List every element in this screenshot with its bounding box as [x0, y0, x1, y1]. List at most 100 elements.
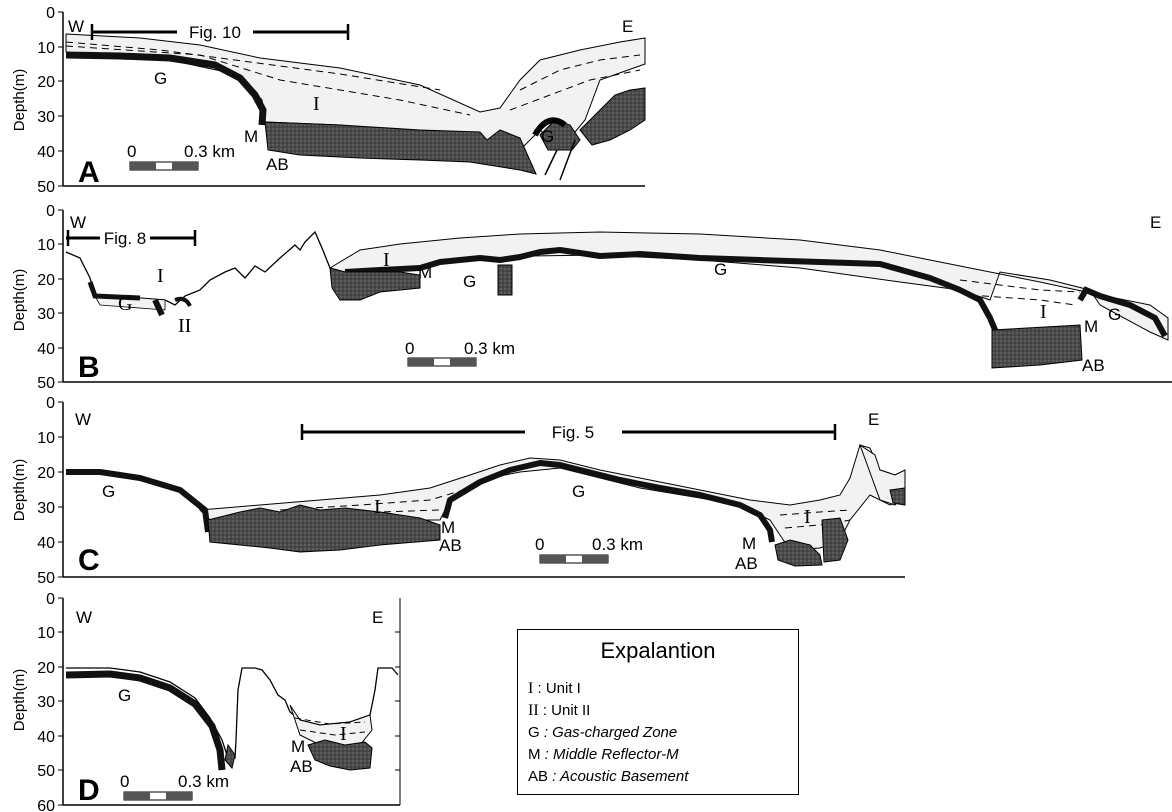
- legend-item-unit-i: I : Unit I: [528, 680, 581, 698]
- legend-text: : Gas-charged Zone: [539, 724, 678, 741]
- panel-c-fig-ref-bar: Fig. 5: [300, 423, 837, 442]
- panel-c-scale-end: 0.3 km: [592, 535, 643, 554]
- panel-c-tick-40: 40: [37, 535, 55, 552]
- panel-d-axis: 0 10 20 30 40 50 60 Depth(m): [11, 591, 401, 812]
- panel-b-scale-bar: 0 0.3 km: [405, 339, 515, 367]
- panel-d-tick-20: 20: [37, 660, 55, 677]
- panel-b-label-g2: G: [463, 272, 476, 291]
- legend-symbol: AB: [528, 768, 549, 785]
- panel-c-acoustic-basement: [207, 504, 441, 553]
- panel-b-tick-30: 30: [37, 306, 55, 323]
- panel-c-label-m2: M: [742, 534, 756, 553]
- panel-d-acoustic-basement: [307, 739, 373, 771]
- panel-c-gas-zone: [66, 469, 211, 533]
- panel-b-label-unit-i: I: [157, 265, 164, 287]
- panel-d-label-ab: AB: [290, 757, 313, 776]
- panel-c-label-g2: G: [572, 482, 585, 501]
- panel-d-west: W: [76, 608, 92, 627]
- panel-b-tick-20: 20: [37, 272, 55, 289]
- panel-b-tick-50: 50: [37, 375, 55, 392]
- panel-b-unit-i-fill: [328, 231, 1169, 341]
- panel-c-tick-10: 10: [37, 430, 55, 447]
- panel-b-west: W: [70, 213, 86, 232]
- panel-c-label-ab2: AB: [735, 554, 758, 573]
- panel-b-label-m1: M: [418, 263, 432, 282]
- panel-b-label-unit-ii: II: [178, 315, 191, 337]
- panel-a-label-m: M: [244, 127, 258, 146]
- panel-a-axis: 0 10 20 30 40 50 Depth(m): [11, 5, 645, 196]
- panel-d-label-g1: G: [118, 686, 131, 705]
- panel-d-label-unit-i: I: [340, 723, 347, 745]
- legend-item-gas: G : Gas-charged Zone: [528, 724, 677, 741]
- panel-d-tick-60: 60: [37, 798, 55, 812]
- panel-a: 0 10 20 30 40 50 Depth(m) W E Fi: [11, 5, 646, 196]
- panel-a-scale-end: 0.3 km: [184, 142, 235, 161]
- panel-c-label-m1: M: [441, 518, 455, 537]
- panel-a-west: W: [68, 17, 84, 36]
- panel-d-depth-label: Depth(m): [11, 669, 28, 732]
- panel-a-scale-start: 0: [127, 142, 136, 161]
- panel-d-letter: D: [78, 774, 100, 807]
- panel-d-tick-0: 0: [46, 591, 55, 608]
- panel-d-label-m: M: [291, 737, 305, 756]
- panel-c-label-unit-i-east: I: [804, 506, 811, 528]
- panel-b-tick-10: 10: [37, 237, 55, 254]
- panel-a-east: E: [622, 17, 633, 36]
- panel-a-label-g2: G: [541, 127, 554, 146]
- panel-a-fig-ref: Fig. 10: [189, 23, 241, 42]
- panel-c-west: W: [75, 410, 91, 429]
- panel-b-east: E: [1150, 213, 1161, 232]
- panel-a-tick-0: 0: [46, 5, 55, 22]
- panel-b-tick-0: 0: [46, 203, 55, 220]
- panel-d-tick-40: 40: [37, 729, 55, 746]
- panel-b-tick-40: 40: [37, 341, 55, 358]
- panel-a-tick-40: 40: [37, 144, 55, 161]
- panel-b-label-ab: AB: [1082, 356, 1105, 375]
- panel-c-tick-0: 0: [46, 395, 55, 412]
- panel-c-scale-start: 0: [535, 535, 544, 554]
- panel-c-tick-50: 50: [37, 570, 55, 587]
- panel-d-scale-end: 0.3 km: [178, 772, 229, 791]
- panel-c-tick-20: 20: [37, 465, 55, 482]
- panel-a-fig-ref-bar: Fig. 10: [90, 23, 350, 42]
- panel-a-tick-20: 20: [37, 74, 55, 91]
- panel-c-scale-bar: 0 0.3 km: [535, 535, 643, 564]
- legend-symbol: M: [528, 746, 541, 763]
- panel-a-scale-bar: 0 0.3 km: [127, 142, 235, 171]
- legend-text: : Unit II: [538, 702, 591, 719]
- panel-a-tick-30: 30: [37, 109, 55, 126]
- panel-a-depth-label: Depth(m): [11, 69, 28, 132]
- panel-c-label-g1: G: [102, 482, 115, 501]
- panel-c-east: E: [868, 410, 879, 429]
- panel-c-axis: 0 10 20 30 40 50 Depth(m): [11, 395, 905, 587]
- panel-b-acoustic-basement: [991, 324, 1083, 369]
- panel-d-tick-30: 30: [37, 694, 55, 711]
- panel-d-tick-50: 50: [37, 763, 55, 780]
- panel-c-letter: C: [78, 544, 100, 577]
- panel-b-label-g3: G: [714, 260, 727, 279]
- panel-b-label-unit-i-east: I: [1040, 301, 1047, 323]
- panel-c-depth-label: Depth(m): [11, 459, 28, 522]
- panel-b-letter: B: [78, 351, 100, 384]
- legend-item-reflector-m: M : Middle Reflector-M: [528, 746, 679, 763]
- legend-symbol: II: [528, 702, 539, 719]
- panel-a-acoustic-basement: [264, 121, 537, 175]
- legend-box: Expalantion I : Unit I II : Unit II G : …: [517, 629, 799, 795]
- legend-symbol: G: [528, 724, 540, 741]
- legend-item-unit-ii: II : Unit II: [528, 702, 590, 720]
- panel-b-label-unit-i-mid: I: [383, 249, 390, 271]
- panel-b: 0 10 20 30 40 50 Depth(m) W E: [11, 203, 1172, 392]
- legend-symbol: I: [528, 680, 534, 697]
- panel-a-tick-10: 10: [37, 40, 55, 57]
- panel-c-tick-30: 30: [37, 500, 55, 517]
- panel-a-label-ab: AB: [266, 155, 289, 174]
- panel-d-scale-start: 0: [120, 772, 129, 791]
- panel-a-label-unit-i: I: [313, 93, 320, 115]
- panel-b-gas-zone: [344, 247, 999, 334]
- panel-a-gas-zone: [65, 51, 267, 126]
- panel-d-scale-bar: 0 0.3 km: [120, 772, 229, 801]
- legend-text: : Unit I: [533, 680, 581, 697]
- panel-a-letter: A: [78, 156, 100, 189]
- panel-d-east: E: [372, 608, 383, 627]
